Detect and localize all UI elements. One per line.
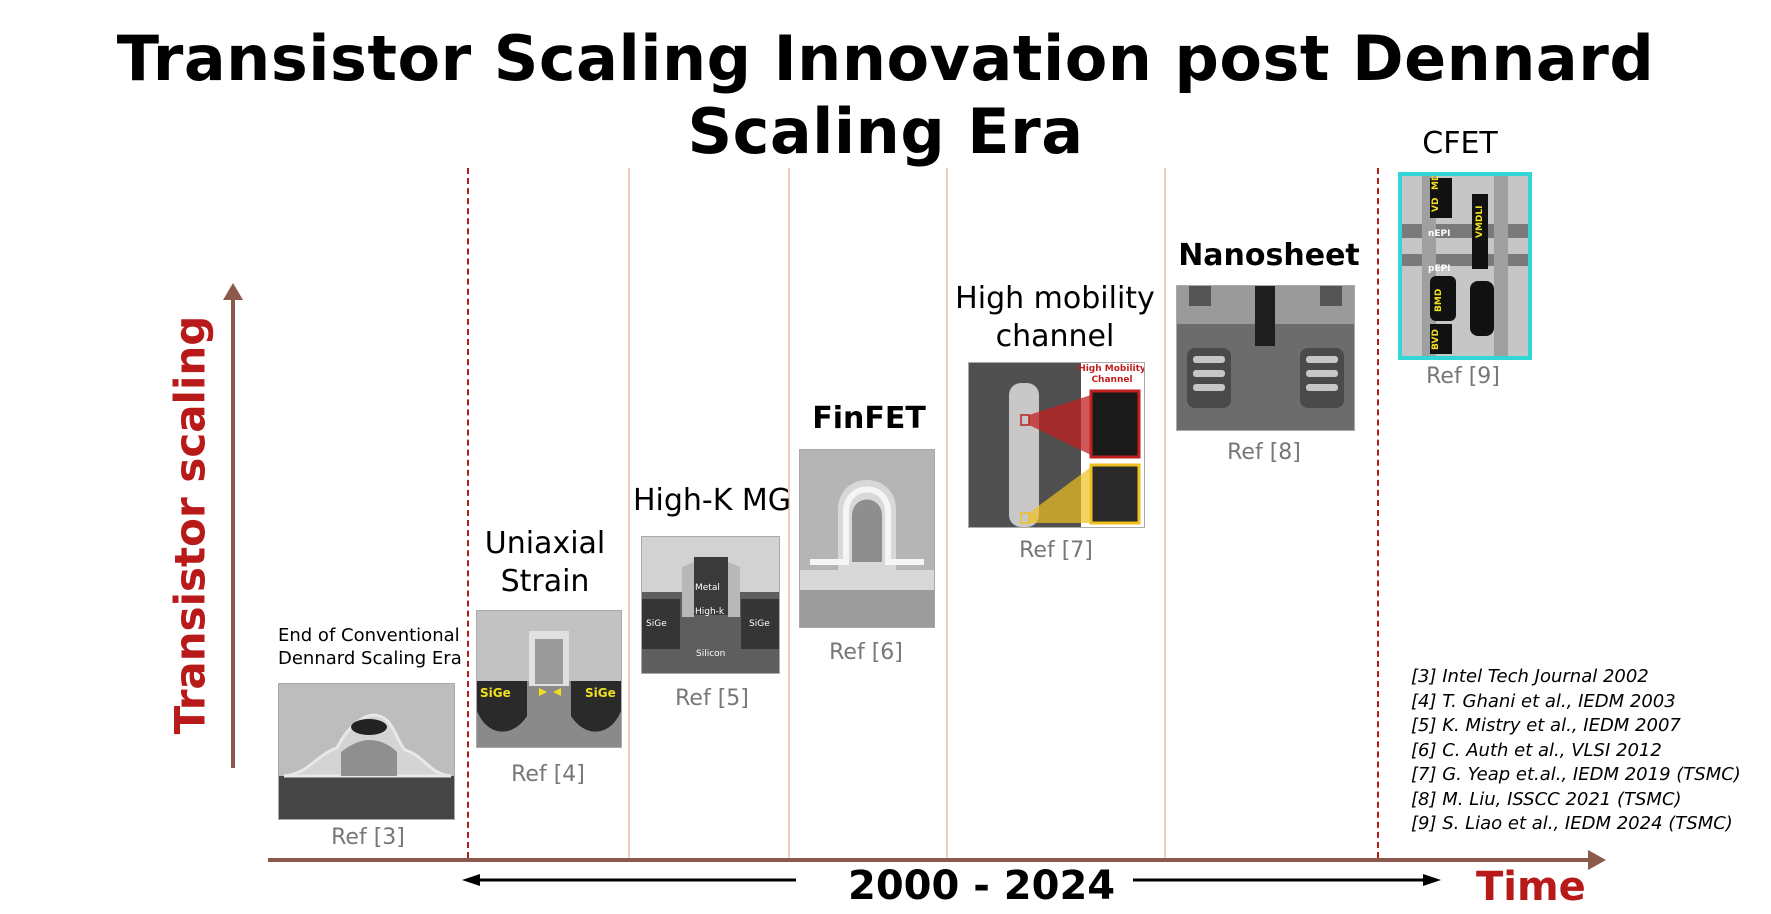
- era-label-nanosheet: Nanosheet: [1166, 237, 1372, 275]
- era-label-line: End of Conventional: [278, 625, 460, 646]
- image-label-high-k: High-k: [695, 607, 725, 617]
- page-title: Transistor Scaling Innovation post Denna…: [116, 22, 1655, 168]
- image-label-sige-left: SiGe: [480, 686, 511, 700]
- ref-label-7: Ref [7]: [1019, 538, 1093, 563]
- image-label-nepi: nEPI: [1428, 229, 1451, 239]
- x-axis-arrow: [268, 850, 1606, 870]
- tem-image-high-k-mg: Metal High-k SiGe SiGe Silicon: [641, 536, 780, 674]
- reference-item: [3] Intel Tech Journal 2002: [1411, 666, 1649, 687]
- ref-label-9: Ref [9]: [1426, 364, 1500, 389]
- tem-image-dennard: [278, 683, 455, 820]
- reference-item: [9] S. Liao et al., IEDM 2024 (TSMC): [1411, 813, 1733, 834]
- era-divider-2: [788, 168, 790, 858]
- era-label-line: High-K MG: [632, 483, 792, 518]
- reference-item: [6] C. Auth et al., VLSI 2012: [1411, 739, 1662, 761]
- reference-item: [8] M. Liu, ISSCC 2021 (TSMC): [1411, 788, 1682, 810]
- era-label-line: Dennard Scaling Era: [278, 647, 462, 669]
- era-label-finfet: FinFET: [796, 400, 942, 438]
- image-label-inset: High Mobility Channel: [1077, 364, 1145, 386]
- era-label-line: FinFET: [812, 401, 926, 436]
- tem-image-finfet: [799, 449, 935, 628]
- image-label-sige-left: SiGe: [646, 619, 667, 629]
- tem-image-nanosheet: [1176, 285, 1355, 431]
- ref-label-5: Ref [5]: [675, 686, 749, 711]
- era-divider-cfet: [1377, 168, 1379, 858]
- tem-image-high-mobility-channel: High Mobility Channel: [968, 362, 1145, 528]
- tem-image-cfet: MD VD nEPI pEPI BMD BVD VMDLI: [1398, 172, 1532, 360]
- ref-label-3: Ref [3]: [331, 825, 405, 850]
- image-label-bvd: BVD: [1431, 329, 1441, 350]
- ref-label-4: Ref [4]: [511, 762, 585, 787]
- era-label-cfet: CFET: [1395, 125, 1525, 163]
- ref-label-8: Ref [8]: [1227, 440, 1301, 465]
- image-label-md: MD: [1431, 173, 1441, 190]
- y-axis-arrow: [223, 283, 243, 768]
- x-axis-label: Time: [1476, 864, 1586, 910]
- image-label-silicon: Silicon: [696, 649, 726, 659]
- reference-item: [4] T. Ghani et al., IEDM 2003: [1411, 690, 1676, 712]
- image-label-pepi: pEPI: [1428, 264, 1451, 274]
- x-range-label: 2000 - 2024: [848, 863, 1116, 909]
- range-arrow-left: [462, 874, 796, 886]
- image-label-inset-line: Channel: [1091, 375, 1133, 385]
- era-label-line: Strain: [500, 563, 590, 599]
- image-label-metal: Metal: [695, 583, 720, 593]
- references-list: [3] Intel Tech Journal 2002 [4] T. Ghani…: [1411, 665, 1766, 837]
- image-label-sige-right: SiGe: [585, 686, 616, 700]
- ref-label-6: Ref [6]: [829, 640, 903, 665]
- era-label-line: High mobility: [955, 281, 1155, 316]
- image-label-vd: VD: [1431, 197, 1441, 212]
- era-label-line: Nanosheet: [1178, 238, 1360, 273]
- era-label-high-mobility-channel: High mobility channel: [948, 280, 1162, 355]
- era-divider-dennard: [467, 168, 469, 858]
- era-divider-4: [1164, 168, 1166, 858]
- era-divider-1: [628, 168, 630, 858]
- reference-item: [5] K. Mistry et al., IEDM 2007: [1411, 715, 1681, 736]
- era-label-high-k-mg: High-K MG: [632, 482, 792, 520]
- era-label-uniaxial-strain: Uniaxial Strain: [470, 525, 620, 600]
- era-label-dennard: End of Conventional Dennard Scaling Era: [278, 625, 464, 670]
- y-axis-label: Transistor scaling: [165, 315, 215, 735]
- image-label-bmd: BMD: [1434, 288, 1444, 312]
- reference-item: [7] G. Yeap et.al., IEDM 2019 (TSMC): [1411, 764, 1741, 785]
- image-label-sige-right: SiGe: [749, 619, 770, 629]
- range-arrow-right: [1133, 874, 1441, 886]
- era-label-line: CFET: [1422, 126, 1498, 161]
- image-label-inset-line: High Mobility: [1078, 364, 1145, 374]
- era-label-line: channel: [995, 318, 1115, 354]
- era-label-line: Uniaxial: [484, 526, 606, 561]
- tem-image-uniaxial-strain: SiGe SiGe: [476, 610, 622, 748]
- image-label-vmdli: VMDLI: [1475, 205, 1485, 238]
- era-divider-3: [946, 168, 948, 858]
